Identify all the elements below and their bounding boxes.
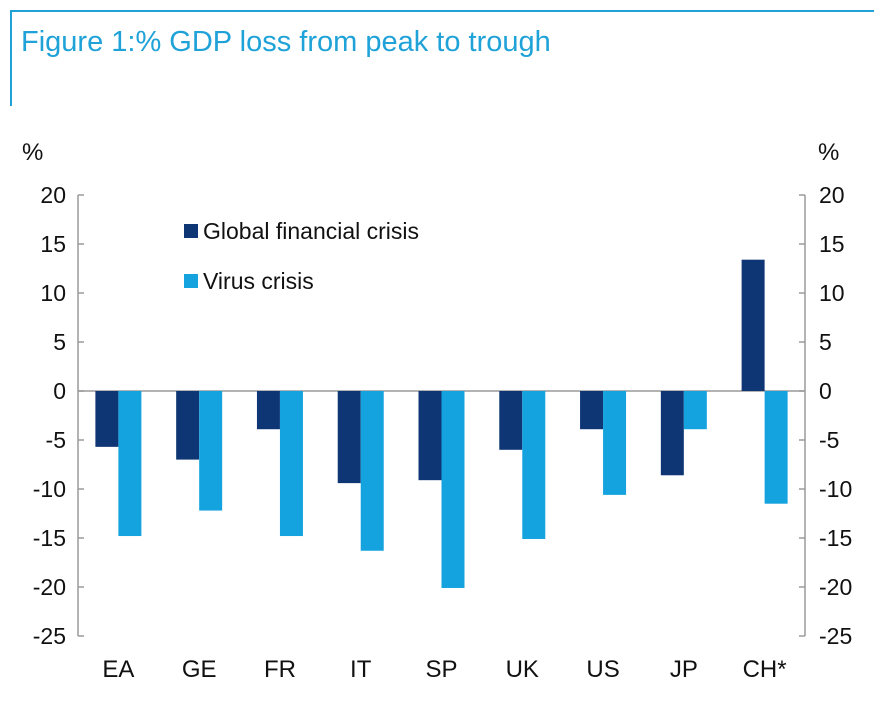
legend-label: Global financial crisis — [203, 218, 419, 244]
y-tick-label-left: 5 — [53, 329, 66, 355]
y-axis-unit-right: % — [818, 139, 839, 166]
x-category-label: FR — [264, 656, 296, 683]
y-tick-label-left: -25 — [33, 623, 66, 649]
bar-virus-crisis-it — [360, 391, 384, 551]
bar-virus-crisis-fr — [279, 391, 303, 537]
bar-virus-crisis-ch — [764, 391, 788, 504]
bar-global-financial-crisis-ea — [95, 391, 119, 447]
bar-global-financial-crisis-sp — [418, 391, 442, 481]
bar-global-financial-crisis-fr — [256, 391, 280, 430]
y-tick-label-right: 15 — [819, 231, 845, 257]
bar-virus-crisis-ea — [118, 391, 142, 537]
bar-global-financial-crisis-it — [337, 391, 361, 484]
bar-virus-crisis-uk — [522, 391, 546, 539]
y-tick-label-left: -20 — [33, 574, 66, 600]
x-category-label: IT — [350, 656, 372, 683]
y-tick-label-left: 20 — [40, 182, 66, 208]
bar-virus-crisis-jp — [683, 391, 707, 430]
x-category-label: US — [586, 656, 619, 683]
bar-virus-crisis-us — [603, 391, 627, 495]
x-category-label: CH* — [743, 656, 787, 683]
y-tick-label-left: 15 — [40, 231, 66, 257]
y-tick-label-right: -20 — [819, 574, 852, 600]
bar-global-financial-crisis-jp — [660, 391, 684, 476]
legend-swatch — [184, 224, 198, 238]
bar-virus-crisis-sp — [441, 391, 465, 588]
y-tick-label-left: -15 — [33, 525, 66, 551]
x-category-label: EA — [102, 656, 134, 683]
bar-virus-crisis-ge — [199, 391, 223, 511]
legend-label: Virus crisis — [203, 268, 314, 294]
x-category-label: JP — [670, 656, 698, 683]
legend: Global financial crisis Virus crisis — [184, 218, 419, 294]
bars: EA GE FR IT SP UK US JP CH* — [95, 259, 788, 683]
y-tick-label-right: -15 — [819, 525, 852, 551]
bar-global-financial-crisis-uk — [499, 391, 523, 450]
title-frame-left-rule — [10, 10, 12, 106]
y-tick-label-left: -5 — [46, 427, 66, 453]
y-tick-label-right: 10 — [819, 280, 845, 306]
y-tick-label-left: 0 — [53, 378, 66, 404]
y-tick-label-right: 5 — [819, 329, 832, 355]
bar-global-financial-crisis-ch — [741, 259, 765, 391]
bar-global-financial-crisis-us — [580, 391, 604, 430]
x-category-label: UK — [506, 656, 539, 683]
y-tick-label-left: -10 — [33, 476, 66, 502]
bar-global-financial-crisis-ge — [176, 391, 200, 460]
axes: 20 20 15 15 10 10 5 5 0 0 -5 -5 -10 -10 -15 -15 -20 -20 -2… — [33, 182, 853, 649]
y-tick-label-left: 10 — [40, 280, 66, 306]
legend-swatch — [184, 274, 198, 288]
y-axis-unit-left: % — [22, 139, 43, 166]
x-category-label: SP — [425, 656, 457, 683]
title-frame-top-rule — [10, 10, 874, 12]
y-tick-label-right: 0 — [819, 378, 832, 404]
y-tick-label-right: -25 — [819, 623, 852, 649]
y-tick-label-right: -10 — [819, 476, 852, 502]
y-tick-label-right: 20 — [819, 182, 845, 208]
figure-title: Figure 1:% GDP loss from peak to trough — [21, 26, 551, 58]
x-category-label: GE — [182, 656, 217, 683]
y-tick-label-right: -5 — [819, 427, 839, 453]
